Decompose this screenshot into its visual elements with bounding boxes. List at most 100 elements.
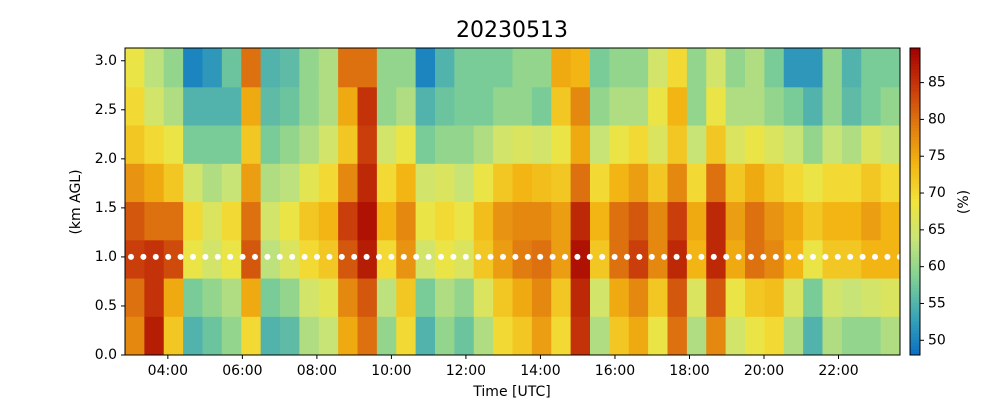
heatmap-cell xyxy=(841,86,862,126)
colorbar-segment xyxy=(910,100,920,104)
chart-title: 20230513 xyxy=(456,18,568,43)
heatmap-cell xyxy=(880,86,901,126)
heatmap-cell xyxy=(648,163,668,203)
heatmap-cell xyxy=(473,239,494,279)
y-tick-label: 1.5 xyxy=(95,200,117,216)
heatmap-cell xyxy=(880,163,901,203)
colorbar-segment xyxy=(910,121,920,126)
heatmap-cell xyxy=(686,201,707,241)
colorbar-segment xyxy=(910,269,920,273)
colorbar-segment xyxy=(910,284,920,288)
heatmap-cell xyxy=(396,277,417,317)
heatmap-cell xyxy=(473,86,494,126)
heatmap-cell xyxy=(144,201,165,241)
heatmap-cell xyxy=(531,277,552,317)
heatmap-cell xyxy=(512,239,533,279)
heatmap-cell xyxy=(376,201,397,241)
heatmap-cell xyxy=(318,86,339,126)
heatmap-cell xyxy=(435,201,455,241)
heatmap-cell xyxy=(183,48,203,88)
colorbar-segment xyxy=(910,167,920,172)
heatmap-cell xyxy=(822,48,843,88)
colorbar-segment xyxy=(910,293,920,298)
colorbar-segment xyxy=(910,137,920,141)
heatmap-cell xyxy=(880,316,901,356)
heatmap-cell xyxy=(764,201,785,241)
heatmap-cell xyxy=(570,124,591,164)
y-tick-label: 3.0 xyxy=(95,53,117,69)
heatmap-cell xyxy=(745,239,765,279)
heatmap-cell xyxy=(764,48,785,88)
colorbar-segment xyxy=(910,183,920,187)
heatmap-cell xyxy=(706,48,727,88)
heatmap-cell xyxy=(415,163,436,203)
colorbar-tick-label: 85 xyxy=(928,75,946,91)
colorbar-segment xyxy=(910,272,920,276)
heatmap-cell xyxy=(609,124,630,164)
heatmap-cell xyxy=(512,124,533,164)
heatmap-cell xyxy=(745,277,765,317)
heatmap-cell xyxy=(376,86,397,126)
heatmap-cell xyxy=(163,277,184,317)
heatmap-cell xyxy=(280,124,300,164)
heatmap-cell xyxy=(764,316,785,356)
heatmap-cell xyxy=(260,86,281,126)
heatmap-cell xyxy=(454,48,475,88)
colorbar-segment xyxy=(910,222,920,227)
colorbar-segment xyxy=(910,333,920,337)
x-tick-label: 14:00 xyxy=(520,363,560,379)
colorbar-segment xyxy=(910,143,920,147)
heatmap-cell xyxy=(725,86,746,126)
heatmap-cell xyxy=(357,48,378,88)
heatmap-cell xyxy=(144,86,165,126)
y-tick-label: 0.0 xyxy=(95,347,117,363)
heatmap-cell xyxy=(357,163,378,203)
colorbar-segment xyxy=(910,278,920,282)
heatmap-cell xyxy=(202,316,223,356)
heatmap-cell xyxy=(745,86,765,126)
heatmap-cell xyxy=(415,201,436,241)
colorbar-segment xyxy=(910,253,920,258)
heatmap-cell xyxy=(880,201,901,241)
colorbar-segment xyxy=(910,87,920,92)
heatmap-cell xyxy=(299,48,320,88)
heatmap-cell xyxy=(454,86,475,126)
heatmap-cell xyxy=(803,316,823,356)
heatmap-cell xyxy=(570,163,591,203)
heatmap-cell xyxy=(686,316,707,356)
heatmap-cell xyxy=(531,124,552,164)
heatmap-cell xyxy=(783,277,804,317)
heatmap-cell xyxy=(590,86,610,126)
heatmap-cell xyxy=(725,201,746,241)
heatmap-cell xyxy=(803,48,823,88)
heatmap-cell xyxy=(551,201,572,241)
heatmap-cell xyxy=(590,239,610,279)
colorbar-segment xyxy=(910,189,920,193)
heatmap-cell xyxy=(648,124,668,164)
heatmap-cell xyxy=(493,277,513,317)
colorbar-segment xyxy=(910,345,920,350)
heatmap-cell xyxy=(590,124,610,164)
colorbar-segment xyxy=(910,339,920,344)
heatmap-cell xyxy=(686,48,707,88)
heatmap-cell xyxy=(454,316,475,356)
colorbar-tick-label: 65 xyxy=(928,222,946,238)
colorbar-segment xyxy=(910,330,920,334)
heatmap-cell xyxy=(512,201,533,241)
heatmap-cell xyxy=(648,277,668,317)
colorbar-segment xyxy=(910,186,920,190)
heatmap-cell xyxy=(376,48,397,88)
heatmap-cell xyxy=(667,48,688,88)
colorbar-segment xyxy=(910,262,920,267)
heatmap-cell xyxy=(280,48,300,88)
heatmap-cell xyxy=(473,201,494,241)
heatmap-cell xyxy=(415,277,436,317)
colorbar-segment xyxy=(910,57,920,61)
heatmap-cell xyxy=(125,86,145,126)
heatmap-cell xyxy=(144,48,165,88)
colorbar-segment xyxy=(910,81,920,86)
colorbar-segment xyxy=(910,229,920,233)
heatmap-cell xyxy=(609,86,630,126)
heatmap-cell xyxy=(667,124,688,164)
